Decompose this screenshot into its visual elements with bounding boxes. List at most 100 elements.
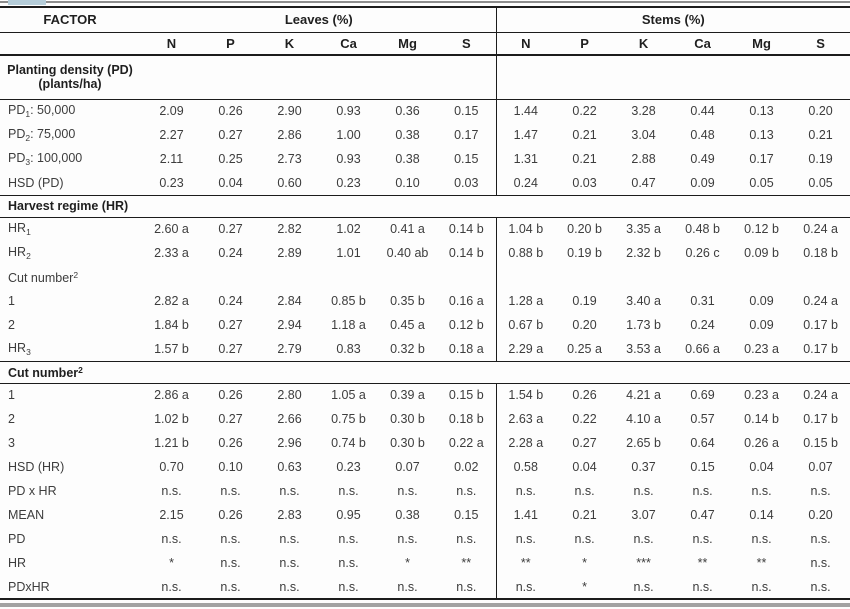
- table-row: HR2 2.33 a 0.24 2.89 1.01 0.40 ab 0.14 b 0.88 b…: [0, 241, 850, 265]
- data-cell: 0.22: [572, 104, 597, 119]
- table-row: PD1: 50,000 2.09 0.26 2.90 0.93 0.36 0.15 1.44 0…: [0, 99, 850, 123]
- data-cell: 2.28 a: [495, 431, 556, 455]
- bottom-gray-bar: [0, 603, 850, 607]
- data-cell: n.s.: [161, 579, 182, 594]
- data-cell: 0.20: [572, 318, 597, 332]
- table-row: HSD (PD) 0.23 0.04 0.60 0.23 0.10 0.03 0.24 0.03…: [0, 171, 850, 195]
- data-cell: n.s.: [220, 556, 241, 570]
- data-cell: n.s.: [279, 556, 300, 570]
- data-cell: 0.48: [690, 128, 715, 142]
- data-cell: n.s.: [574, 484, 595, 498]
- data-cell: 0.67 b: [495, 313, 556, 337]
- table-row: PD x HR n.s. n.s. n.s. n.s. n.s. n.s. n.s. n.s. n…: [0, 479, 850, 503]
- data-cell: n.s.: [692, 579, 713, 594]
- data-cell: n.s.: [495, 527, 556, 551]
- data-cell: 0.88 b: [495, 241, 556, 265]
- data-cell: 0.57: [690, 412, 715, 426]
- data-cell: 0.14 b: [744, 412, 779, 426]
- data-cell: 0.05: [749, 175, 774, 190]
- row-label: 1: [8, 294, 15, 308]
- data-cell: 2.96: [277, 436, 302, 450]
- data-cell: 2.60 a: [154, 222, 189, 237]
- row-label: HSD (PD): [8, 175, 64, 190]
- data-cell: 1.73 b: [626, 318, 661, 332]
- data-cell: n.s.: [161, 532, 182, 546]
- data-cell: 1.02 b: [154, 412, 189, 426]
- data-cell: 0.12 b: [448, 318, 484, 332]
- data-cell: 2.89: [277, 246, 302, 260]
- data-cell: 0.38: [395, 128, 420, 142]
- data-cell: n.s.: [692, 532, 713, 546]
- data-cell: 0.36: [395, 104, 420, 119]
- data-cell: 0.14 b: [448, 222, 484, 237]
- data-cell: 0.27: [572, 436, 597, 450]
- data-cell: 0.37: [631, 460, 656, 474]
- data-cell: 0.39 a: [390, 388, 425, 403]
- data-cell: 2.88: [631, 152, 656, 166]
- data-cell: 2.80: [277, 388, 302, 403]
- data-cell: 2.66: [277, 412, 302, 426]
- row-label: 1: [8, 388, 15, 403]
- data-cell: n.s.: [220, 484, 241, 498]
- data-cell: n.s.: [692, 484, 713, 498]
- data-cell: 0.21: [572, 128, 597, 142]
- data-cell: n.s.: [495, 575, 556, 599]
- table-row: Harvest regime (HR): [0, 195, 850, 217]
- data-cell: 0.23 a: [744, 388, 779, 403]
- table-row: HR * n.s. n.s. n.s. * ** ** * *** ** ** n.s.: [0, 551, 850, 575]
- data-cell: n.s.: [456, 579, 477, 594]
- group-header: Stems (%): [495, 7, 850, 32]
- data-cell: 1.04 b: [495, 217, 556, 241]
- data-cell: n.s.: [397, 532, 418, 546]
- top-strip: [0, 0, 850, 6]
- table-body: Planting density (PD) (plants/ha) PD1: 50,…: [0, 55, 850, 599]
- data-cell: 0.24 a: [803, 222, 838, 237]
- data-cell: 0.15: [454, 508, 479, 522]
- data-cell: 4.10 a: [626, 412, 661, 426]
- element-column-header: Mg: [398, 35, 417, 51]
- data-cell: 4.21 a: [626, 388, 661, 403]
- table-row: 2 1.02 b 0.27 2.66 0.75 b 0.30 b 0.18 b 2.63 a 0…: [0, 407, 850, 431]
- data-cell: 3.04: [631, 128, 656, 142]
- data-cell: 0.66 a: [685, 341, 720, 356]
- data-cell: n.s.: [279, 579, 300, 594]
- row-label: HR1: [8, 221, 31, 238]
- data-cell: 0.17: [454, 128, 479, 142]
- data-cell: 2.86 a: [154, 388, 189, 403]
- data-cell: n.s.: [633, 484, 654, 498]
- data-cell: 0.58: [495, 455, 556, 479]
- data-cell: 1.05 a: [331, 388, 366, 403]
- data-cell: 2.82 a: [154, 294, 189, 308]
- data-cell: 0.85 b: [331, 294, 366, 308]
- table-row: PD n.s. n.s. n.s. n.s. n.s. n.s. n.s. n.s. n.s. n.…: [0, 527, 850, 551]
- table-row: HR3 1.57 b 0.27 2.79 0.83 0.32 b 0.18 a 2.29 a 0…: [0, 337, 850, 361]
- row-label: 3: [8, 436, 15, 450]
- section-label: Planting density (PD) (plants/ha): [7, 62, 133, 92]
- element-column-header: Ca: [694, 35, 711, 51]
- row-label: PDxHR: [8, 579, 50, 594]
- data-cell: 0.15: [454, 104, 479, 119]
- data-cell: 0.17 b: [803, 341, 838, 356]
- table-row: Cut number2: [0, 265, 850, 289]
- data-cell: 0.27: [218, 341, 243, 356]
- data-cell: 3.28: [631, 104, 656, 119]
- data-cell: n.s.: [633, 579, 654, 594]
- data-cell: 0.20: [808, 104, 833, 119]
- data-cell: 2.27: [159, 128, 184, 142]
- data-cell: 0.21: [572, 508, 597, 522]
- data-cell: 0.70: [159, 460, 184, 474]
- data-cell: 0.27: [218, 412, 243, 426]
- data-cell: 0.26 a: [744, 436, 779, 450]
- data-cell: [437, 265, 496, 289]
- row-label: PD3: 100,000: [8, 151, 83, 167]
- data-cell: 0.64: [690, 436, 715, 450]
- data-cell: 0.23: [336, 460, 361, 474]
- data-cell: 0.10: [218, 460, 243, 474]
- data-cell: 0.07: [808, 460, 833, 474]
- table-row: Cut number2: [0, 361, 850, 383]
- data-cell: **: [697, 556, 708, 570]
- element-column-header: S: [461, 35, 471, 51]
- data-cell: [495, 265, 556, 289]
- data-cell: 0.31: [690, 294, 715, 308]
- table-row: 3 1.21 b 0.26 2.96 0.74 b 0.30 b 0.22 a 2.28 a 0…: [0, 431, 850, 455]
